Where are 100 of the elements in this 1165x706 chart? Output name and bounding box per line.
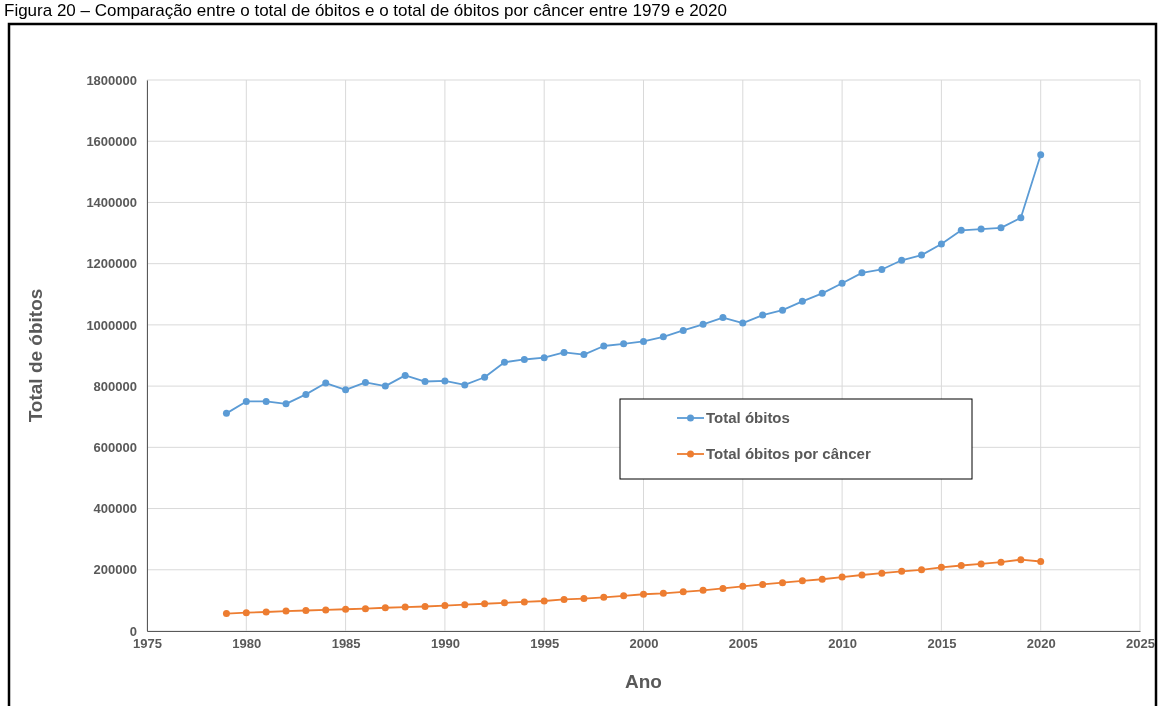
point bbox=[739, 319, 747, 327]
point bbox=[699, 586, 707, 594]
point bbox=[222, 409, 230, 417]
point bbox=[302, 606, 310, 614]
point bbox=[620, 592, 628, 600]
point bbox=[977, 225, 985, 233]
point bbox=[838, 573, 846, 581]
point bbox=[679, 588, 687, 596]
point bbox=[957, 226, 965, 234]
y-tick-label: 400000 bbox=[93, 501, 137, 517]
point bbox=[500, 358, 508, 366]
y-tick-label: 600000 bbox=[93, 439, 137, 455]
point bbox=[401, 603, 409, 611]
point bbox=[858, 571, 866, 579]
point bbox=[699, 320, 707, 328]
point bbox=[898, 256, 906, 264]
point bbox=[441, 602, 449, 610]
point bbox=[421, 603, 429, 611]
point bbox=[381, 604, 389, 612]
point bbox=[242, 397, 250, 405]
point bbox=[282, 607, 290, 615]
point bbox=[838, 279, 846, 287]
point bbox=[779, 579, 787, 587]
point bbox=[580, 595, 588, 603]
legend-label: Total óbitos bbox=[706, 409, 790, 426]
point bbox=[242, 609, 250, 617]
point bbox=[282, 400, 290, 408]
point bbox=[719, 584, 727, 592]
point bbox=[342, 386, 350, 394]
x-tick-label: 1990 bbox=[430, 636, 460, 652]
point bbox=[759, 580, 767, 588]
point bbox=[461, 381, 469, 389]
x-tick-label: 1980 bbox=[232, 636, 262, 652]
point bbox=[1017, 214, 1025, 222]
point bbox=[461, 601, 469, 609]
point bbox=[918, 251, 926, 259]
point bbox=[342, 605, 350, 613]
point bbox=[401, 371, 409, 379]
point bbox=[560, 595, 568, 603]
point bbox=[739, 582, 747, 590]
point bbox=[262, 608, 270, 616]
point bbox=[640, 590, 647, 598]
point bbox=[540, 597, 548, 605]
point bbox=[520, 355, 528, 363]
point bbox=[640, 337, 647, 345]
x-tick-label: 2000 bbox=[629, 636, 659, 652]
y-tick-label: 1400000 bbox=[86, 195, 137, 211]
point bbox=[600, 342, 608, 350]
point bbox=[222, 610, 230, 618]
point bbox=[898, 567, 906, 575]
point bbox=[600, 593, 608, 601]
y-tick-label: 1800000 bbox=[86, 72, 137, 88]
point bbox=[957, 561, 965, 569]
x-tick-label: 1985 bbox=[331, 636, 361, 652]
point bbox=[361, 378, 369, 386]
y-axis-title: Total de óbitos bbox=[25, 288, 46, 423]
point bbox=[997, 558, 1005, 566]
point bbox=[560, 348, 568, 356]
point bbox=[918, 566, 926, 574]
y-tick-label: 0 bbox=[129, 623, 137, 639]
x-tick-label: 2015 bbox=[927, 636, 957, 652]
x-tick-label: 2020 bbox=[1026, 636, 1056, 652]
x-tick-label: 1975 bbox=[133, 636, 162, 652]
x-tick-label: 1995 bbox=[530, 636, 560, 652]
point bbox=[818, 575, 826, 583]
point bbox=[322, 606, 330, 614]
point bbox=[441, 377, 449, 385]
point bbox=[1037, 151, 1045, 159]
point bbox=[659, 333, 667, 341]
point bbox=[520, 598, 528, 606]
point bbox=[818, 289, 826, 297]
point bbox=[937, 240, 945, 248]
point bbox=[878, 265, 886, 273]
point bbox=[937, 563, 945, 571]
point bbox=[361, 605, 369, 613]
point bbox=[481, 600, 489, 608]
x-tick-label: 2010 bbox=[828, 636, 858, 652]
point bbox=[262, 397, 270, 405]
x-tick-label: 2025 bbox=[1126, 636, 1155, 652]
point bbox=[779, 306, 787, 314]
point bbox=[302, 390, 310, 398]
point bbox=[481, 373, 489, 381]
chart-title: Figura 20 – Comparação entre o total de óbitos e o total de óbitos por câncer entre 1979 e 2020 bbox=[4, 1, 727, 20]
x-axis-title: Ano bbox=[625, 671, 662, 692]
point bbox=[500, 599, 508, 607]
point bbox=[322, 379, 330, 387]
point bbox=[759, 311, 767, 319]
point bbox=[719, 314, 727, 322]
point bbox=[977, 560, 985, 568]
point bbox=[679, 326, 687, 334]
point bbox=[659, 589, 667, 597]
y-tick-label: 1600000 bbox=[86, 133, 137, 149]
y-tick-label: 1000000 bbox=[86, 317, 137, 333]
x-tick-label: 2005 bbox=[728, 636, 758, 652]
point bbox=[381, 382, 389, 390]
y-tick-label: 200000 bbox=[93, 562, 137, 578]
legend-label: Total óbitos por câncer bbox=[706, 445, 871, 462]
point bbox=[421, 378, 429, 386]
y-tick-label: 800000 bbox=[93, 378, 137, 394]
point bbox=[798, 577, 806, 585]
